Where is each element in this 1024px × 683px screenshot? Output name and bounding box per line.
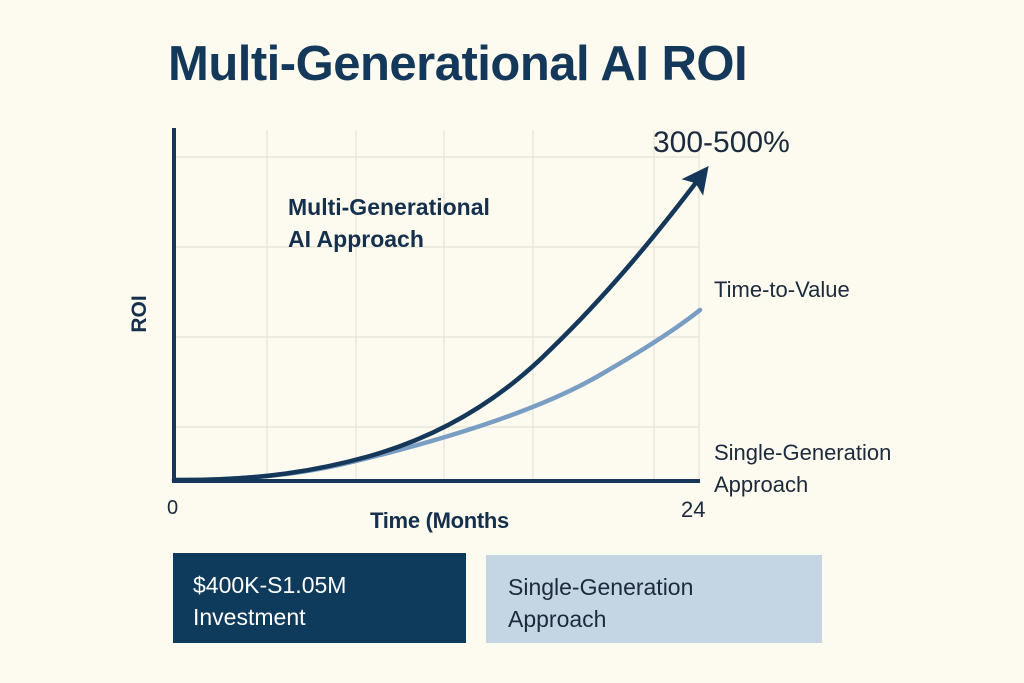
single-generation-box: Single-Generation Approach: [486, 555, 822, 643]
y-axis-label: ROI: [128, 295, 151, 333]
multi-generational-line: [171, 165, 709, 483]
single-generation-label: Single-Generation Approach: [714, 437, 891, 501]
time-to-value-label: Time-to-Value: [714, 277, 850, 302]
investment-box: $400K-S1.05M Investment: [173, 553, 466, 643]
single-generation-label-line1: Single-Generation: [714, 440, 892, 465]
single-generation-box-line1: Single-Generation: [508, 574, 694, 600]
x-tick-24: 24: [681, 497, 706, 522]
multi-generational-label: Multi-Generational AI Approach: [288, 191, 490, 255]
roi-range-annotation: 300-500%: [653, 126, 790, 159]
multi-generational-label-line2: AI Approach: [288, 226, 424, 252]
investment-caption: Investment: [193, 604, 306, 630]
investment-amount: $400K-S1.05M: [193, 572, 347, 598]
chart-title: Multi-Generational AI ROI: [168, 37, 748, 91]
single-generation-box-line2: Approach: [508, 606, 607, 632]
multi-generational-label-line1: Multi-Generational: [288, 194, 490, 220]
x-axis-label: Time (Months: [370, 508, 509, 533]
single-generation-label-line2: Approach: [714, 472, 809, 497]
single-generation-line: [171, 307, 703, 483]
x-tick-0: 0: [167, 497, 179, 519]
grid-lines: [174, 130, 700, 480]
